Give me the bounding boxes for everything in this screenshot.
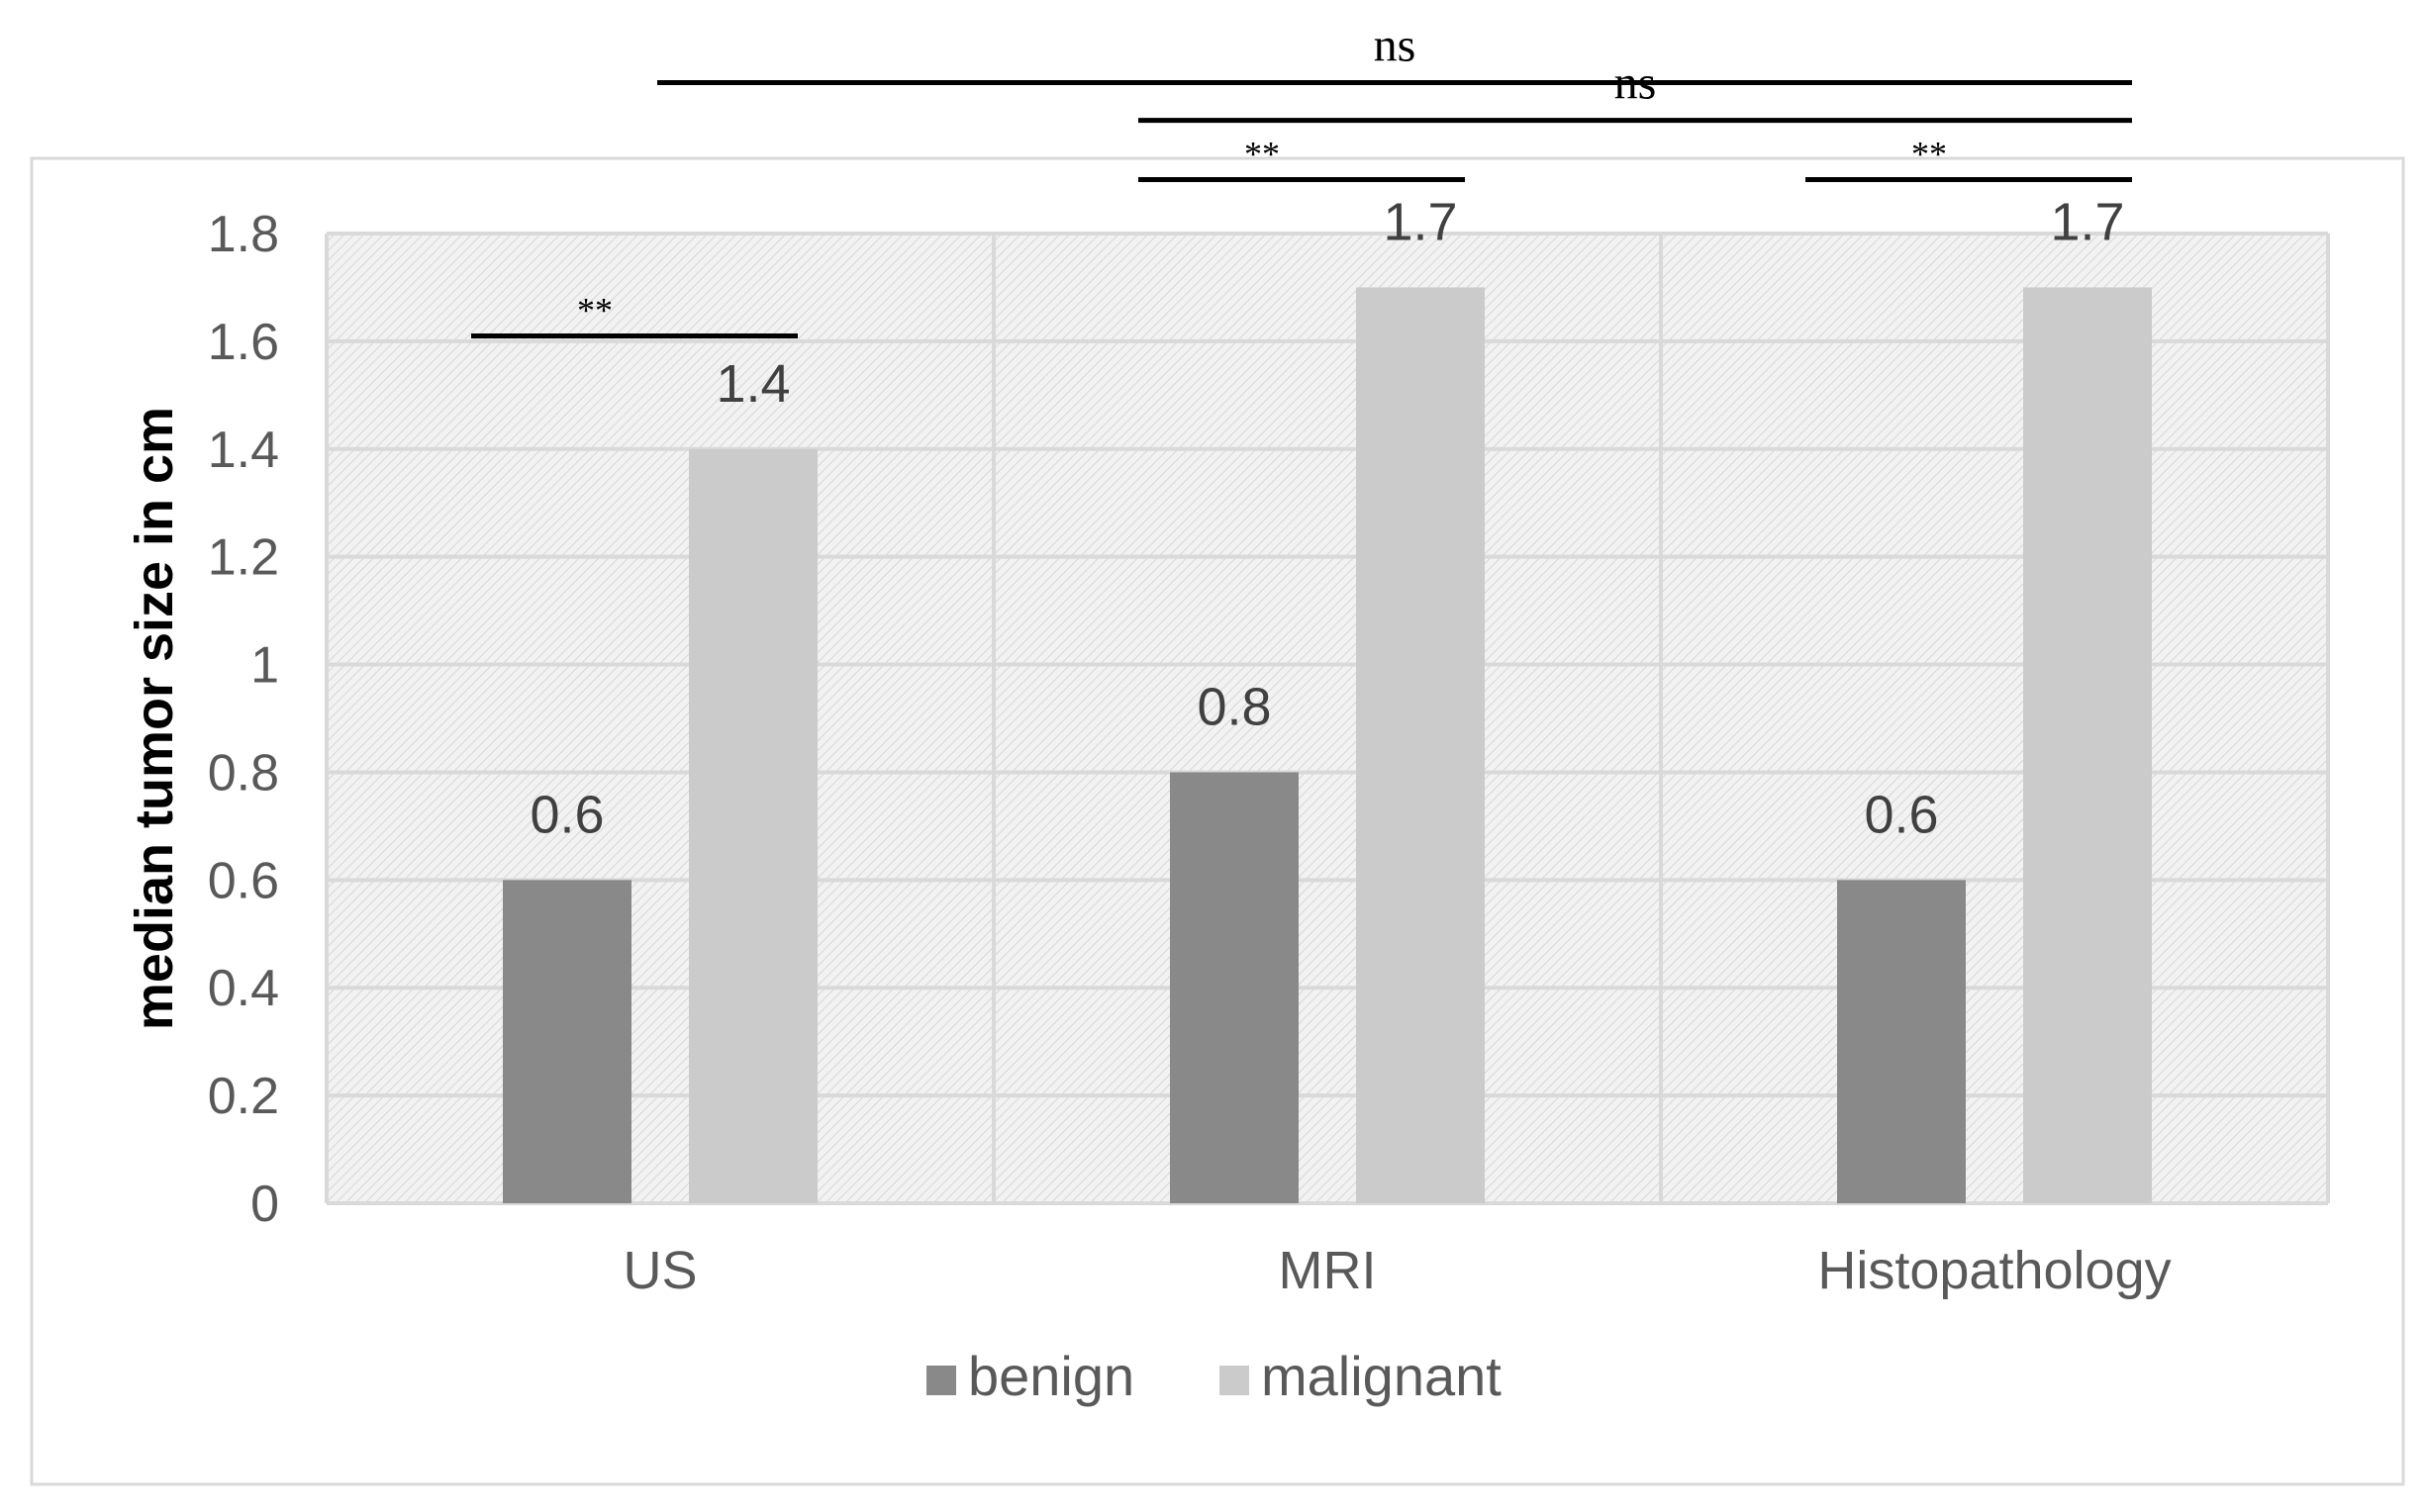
data-labels: 0.6 0.8 0.6 1.4 1.7 1.7	[530, 192, 2124, 844]
x-tick-label: MRI	[1279, 1241, 1377, 1300]
y-tick-label: 0	[250, 1176, 279, 1233]
y-tick-label: 1.6	[208, 314, 279, 371]
y-axis-label: median tumor size in cm	[125, 407, 184, 1030]
significance-label: **	[577, 290, 613, 330]
bar-benign-mri	[1170, 772, 1299, 1203]
legend-swatch-malignant	[1219, 1366, 1249, 1395]
data-label: 1.7	[2050, 192, 2124, 251]
y-tick-label: 1	[250, 637, 279, 695]
data-label: 0.6	[1864, 785, 1938, 844]
bars	[503, 287, 2152, 1203]
y-tick-label: 1.8	[208, 206, 279, 263]
legend-label-benign: benign	[968, 1345, 1134, 1407]
x-tick-label: US	[623, 1241, 697, 1300]
data-label: 1.7	[1383, 192, 1457, 251]
significance-label: ns	[1374, 20, 1416, 72]
legend-swatch-benign	[926, 1366, 956, 1395]
y-tick-label: 0.8	[208, 744, 279, 802]
x-tick-label: Histopathology	[1817, 1241, 2171, 1300]
significance-label: **	[1244, 135, 1280, 174]
bar-malignant-mri	[1356, 287, 1485, 1203]
plot-background	[327, 234, 2328, 1203]
plot-area	[327, 234, 2328, 1203]
data-label: 0.8	[1197, 677, 1271, 736]
significance-label: **	[1911, 135, 1947, 174]
x-axis-ticks: US MRI Histopathology	[623, 1241, 2171, 1300]
bar-benign-us	[503, 880, 631, 1203]
y-tick-label: 1.4	[208, 422, 279, 479]
bar-malignant-us	[689, 448, 818, 1203]
gridlines	[325, 232, 2330, 1205]
bar-benign-histopathology	[1837, 880, 1966, 1203]
legend-label-malignant: malignant	[1261, 1345, 1502, 1407]
y-axis-ticks: 0 0.2 0.4 0.6 0.8 1 1.2 1.4 1.6 1.8	[208, 206, 279, 1233]
y-tick-label: 0.2	[208, 1068, 279, 1125]
data-label: 0.6	[530, 785, 604, 844]
y-tick-label: 1.2	[208, 529, 279, 587]
y-tick-label: 0.6	[208, 852, 279, 909]
y-tick-label: 0.4	[208, 960, 279, 1017]
data-label: 1.4	[716, 354, 790, 414]
legend: benign malignant	[926, 1345, 1502, 1407]
bar-malignant-histopathology	[2023, 287, 2152, 1203]
